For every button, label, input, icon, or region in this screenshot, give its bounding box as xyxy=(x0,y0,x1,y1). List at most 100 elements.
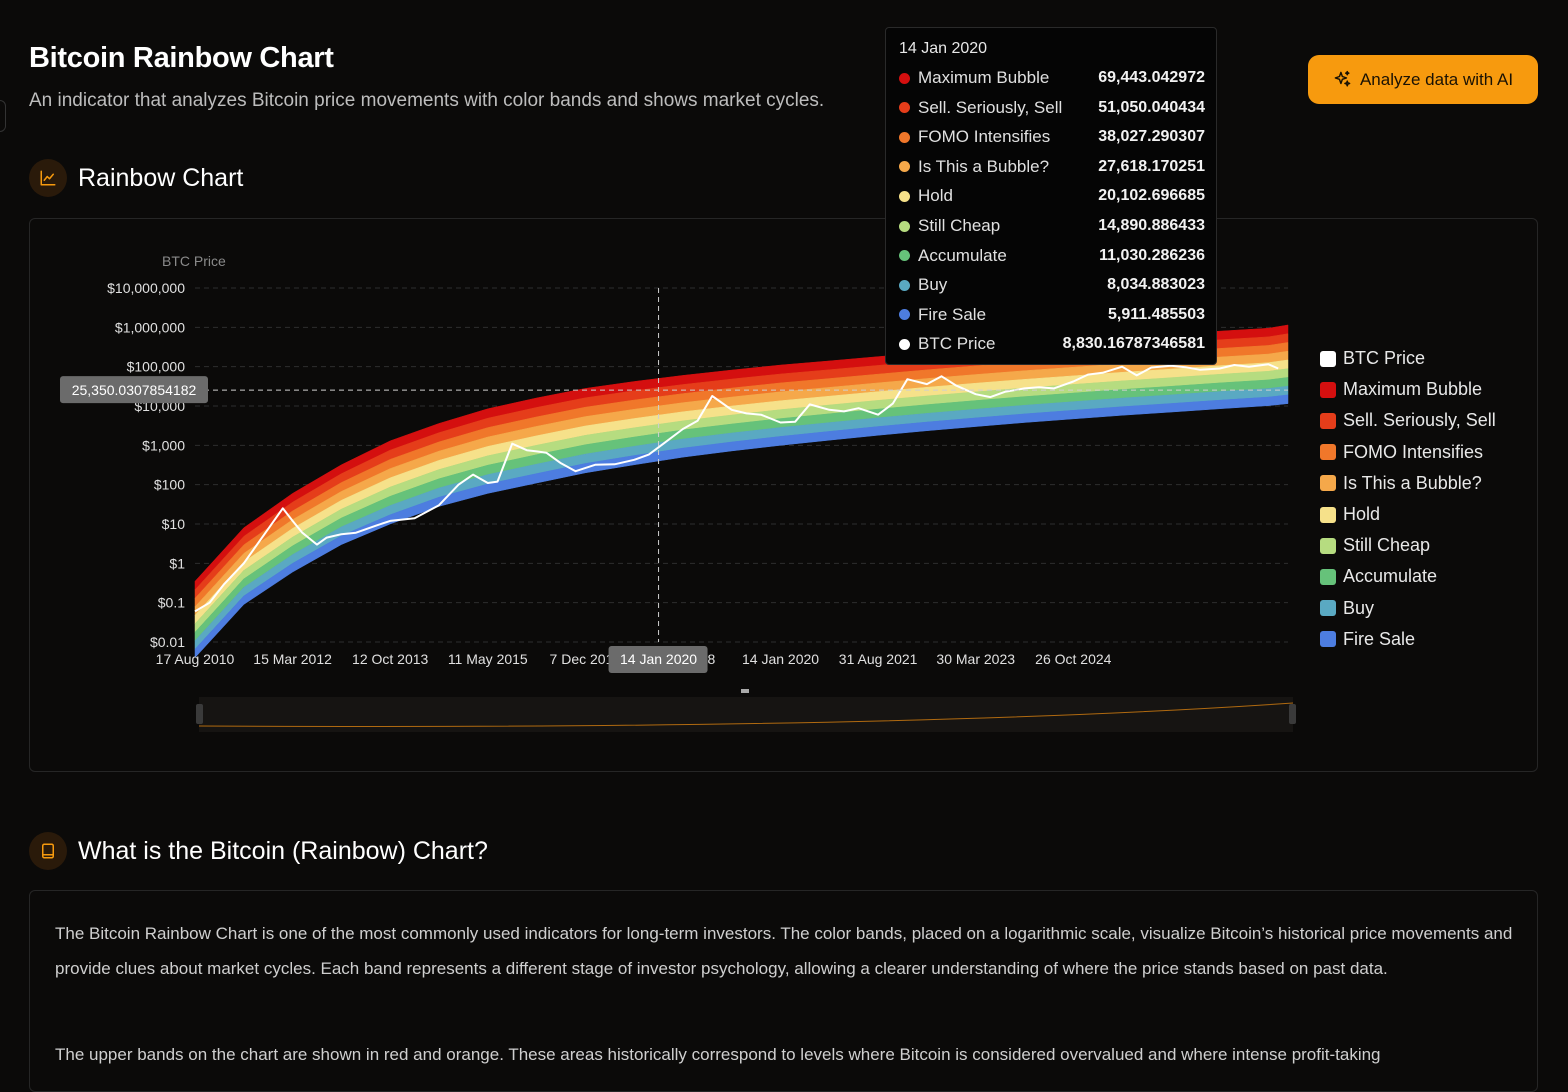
y-tick-label: $10,000,000 xyxy=(107,280,185,296)
tooltip-series-value: 14,890.886433 xyxy=(1098,217,1205,234)
legend-item[interactable]: Sell. Seriously, Sell xyxy=(1320,405,1496,436)
y-tick-label: $0.01 xyxy=(150,634,185,650)
tooltip-series-name: Buy xyxy=(918,275,948,295)
y-tick-label: $100 xyxy=(154,477,185,493)
tooltip-row: FOMO Intensifies 38,027.290307 xyxy=(899,127,1205,147)
book-icon xyxy=(29,832,67,870)
page-title: Bitcoin Rainbow Chart xyxy=(29,42,334,74)
rainbow-chart[interactable]: BTC Price $10,000,000 $1,000,000 $100,000 $1… xyxy=(0,0,1568,780)
x-tick-label: 17 Aug 2010 xyxy=(156,651,235,667)
info-paragraph: The upper bands on the chart are shown i… xyxy=(55,1045,1381,1064)
zoom-slider-preview xyxy=(198,702,1294,728)
legend-item[interactable]: Accumulate xyxy=(1320,561,1496,592)
chart-line-icon xyxy=(29,159,67,197)
x-tick-label: 30 Mar 2023 xyxy=(936,651,1015,667)
y-tick-label: $0.1 xyxy=(158,595,185,611)
legend-item[interactable]: Is This a Bubble? xyxy=(1320,468,1496,499)
tooltip-series-value: 27,618.170251 xyxy=(1098,157,1205,175)
crosshair-y-label: 25,350.0307854182 xyxy=(72,382,197,398)
tooltip-series-value: 11,030.286236 xyxy=(1099,246,1205,264)
legend-item[interactable]: FOMO Intensifies xyxy=(1320,437,1496,468)
legend-item[interactable]: Hold xyxy=(1320,499,1496,530)
legend-label: Is This a Bubble? xyxy=(1343,472,1482,493)
tooltip-row: Fire Sale 5,911.485503 xyxy=(899,305,1205,325)
tooltip-dot xyxy=(899,161,910,173)
legend-swatch xyxy=(1320,568,1336,585)
info-section-title: What is the Bitcoin (Rainbow) Chart? xyxy=(78,836,488,865)
tooltip-dot xyxy=(899,309,910,321)
tooltip-series-name: FOMO Intensifies xyxy=(918,127,1051,147)
x-tick-label: 12 Oct 2013 xyxy=(352,651,428,667)
crosshair-y-badge xyxy=(60,376,208,404)
legend-label: Still Cheap xyxy=(1343,535,1431,556)
y-tick-label: $1,000,000 xyxy=(115,319,185,335)
tooltip-series-value: 5,911.485503 xyxy=(1108,305,1205,323)
crosshair-x-label: 14 Jan 2020 xyxy=(620,651,697,667)
tooltip-series-value: 8,830.16787346581 xyxy=(1062,335,1205,353)
x-tick-label: 14 Jan 2020 xyxy=(742,651,819,667)
chart-section-header: Rainbow Chart xyxy=(29,159,243,197)
legend-label: Accumulate xyxy=(1343,566,1438,587)
tooltip-row: Maximum Bubble 69,443.042972 xyxy=(899,68,1205,88)
legend-label: Sell. Seriously, Sell xyxy=(1343,410,1496,431)
legend-label: FOMO Intensifies xyxy=(1343,441,1484,462)
y-tick-label: $100,000 xyxy=(127,359,186,375)
legend-item[interactable]: BTC Price xyxy=(1320,343,1496,374)
tooltip-dot xyxy=(899,72,910,84)
y-tick-label: $1,000 xyxy=(142,437,185,453)
legend-swatch xyxy=(1320,444,1336,461)
tooltip-series-name: Accumulate xyxy=(918,245,1007,265)
y-tick-label: $1 xyxy=(169,555,185,571)
tooltip-series-name: BTC Price xyxy=(918,334,996,354)
tooltip-row: Accumulate 11,030.286236 xyxy=(899,246,1205,266)
tooltip-row: Hold 20,102.696685 xyxy=(899,186,1205,206)
tooltip-row: Buy 8,034.883023 xyxy=(899,275,1205,295)
tooltip-row: Sell. Seriously, Sell 51,050.040434 xyxy=(899,98,1205,118)
tooltip-series-value: 8,034.883023 xyxy=(1107,276,1205,294)
tooltip-dot xyxy=(899,279,910,291)
band-fire-sale xyxy=(194,394,1289,659)
legend-item[interactable]: Still Cheap xyxy=(1320,530,1496,561)
x-tick-label: 7 Dec 2016 xyxy=(550,651,622,667)
chart-card xyxy=(29,218,1538,772)
zoom-handle-right[interactable] xyxy=(1289,704,1296,724)
legend-item[interactable]: Buy xyxy=(1320,593,1496,624)
legend-swatch xyxy=(1320,631,1336,648)
btc-price-line xyxy=(194,363,1279,613)
tooltip-series-name: Is This a Bubble? xyxy=(918,156,1050,176)
legend-label: Hold xyxy=(1343,504,1381,525)
tooltip-series-name: Hold xyxy=(918,186,953,206)
page-subtitle: An indicator that analyzes Bitcoin price… xyxy=(29,90,825,111)
legend-label: Maximum Bubble xyxy=(1343,379,1483,400)
tooltip-series-name: Maximum Bubble xyxy=(918,68,1050,87)
legend-swatch xyxy=(1320,475,1336,492)
y-axis-title: BTC Price xyxy=(162,253,226,269)
tooltip-dot xyxy=(899,190,910,202)
crosshair-x-badge xyxy=(608,646,708,673)
legend-swatch xyxy=(1320,350,1336,367)
legend-label: BTC Price xyxy=(1343,348,1426,369)
info-paragraph: The Bitcoin Rainbow Chart is one of the … xyxy=(55,924,1513,978)
tooltip-row: BTC Price 8,830.16787346581 xyxy=(899,334,1205,354)
zoom-handle-left[interactable] xyxy=(196,704,203,724)
analyze-ai-label: Analyze data with AI xyxy=(1359,69,1514,89)
chart-section-title: Rainbow Chart xyxy=(78,163,244,192)
x-tick-label: 31 Aug 2021 xyxy=(839,651,918,667)
zoom-drag-grip[interactable] xyxy=(741,689,749,693)
y-tick-label: $10 xyxy=(162,516,186,532)
legend-label: Fire Sale xyxy=(1343,628,1416,649)
analyze-ai-button[interactable]: Analyze data with AI xyxy=(1308,55,1538,104)
x-tick-label: 15 Mar 2012 xyxy=(253,651,332,667)
sparkle-icon xyxy=(1334,70,1351,87)
tooltip-dot xyxy=(899,131,910,143)
legend-item[interactable]: Fire Sale xyxy=(1320,624,1496,655)
x-tick-label: 26 Oct 2024 xyxy=(1035,651,1111,667)
info-card: The Bitcoin Rainbow Chart is one of the … xyxy=(29,890,1538,1092)
tooltip-dot xyxy=(899,250,910,262)
tooltip-series-name: Still Cheap xyxy=(918,216,1001,235)
legend-item[interactable]: Maximum Bubble xyxy=(1320,374,1496,405)
legend-swatch xyxy=(1320,537,1336,554)
legend-label: Buy xyxy=(1343,597,1375,618)
tooltip-row: Still Cheap 14,890.886433 xyxy=(899,216,1205,236)
chart-legend: BTC Price Maximum Bubble Sell. Seriously, … xyxy=(1320,343,1496,655)
